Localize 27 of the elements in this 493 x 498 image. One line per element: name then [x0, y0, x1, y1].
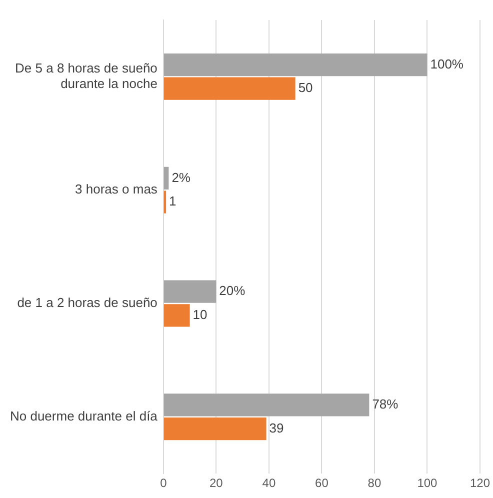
data-label: 20% — [219, 283, 246, 298]
data-label: 2% — [172, 170, 191, 185]
y-tick-label: De 5 a 8 horas de sueño durante la noche — [15, 60, 158, 92]
bar — [164, 53, 428, 76]
x-tick-label: 60 — [315, 476, 329, 490]
bar — [164, 166, 169, 190]
bar — [164, 304, 190, 327]
data-label: 50 — [298, 80, 313, 96]
bar — [164, 190, 166, 214]
data-label: 1 — [169, 194, 176, 209]
data-label: 39 — [269, 420, 284, 436]
bar — [164, 77, 296, 100]
x-tick-label: 120 — [470, 476, 490, 490]
bar — [164, 280, 216, 303]
x-tick-label: 40 — [262, 476, 276, 490]
x-tick-label: 20 — [210, 476, 224, 490]
bar — [164, 417, 266, 440]
data-label: 78% — [372, 396, 399, 412]
x-tick-label: 80 — [368, 476, 382, 490]
bar — [164, 394, 370, 416]
y-tick-label: de 1 a 2 horas de sueño — [17, 295, 158, 310]
data-label: 100% — [430, 56, 464, 72]
x-tick-label: 0 — [160, 476, 168, 490]
data-label: 10 — [192, 306, 208, 322]
y-tick-label: 3 horas o mas — [75, 182, 158, 197]
y-tick-label: No duerme durante el día — [10, 408, 158, 424]
x-tick-label: 100 — [417, 476, 438, 490]
